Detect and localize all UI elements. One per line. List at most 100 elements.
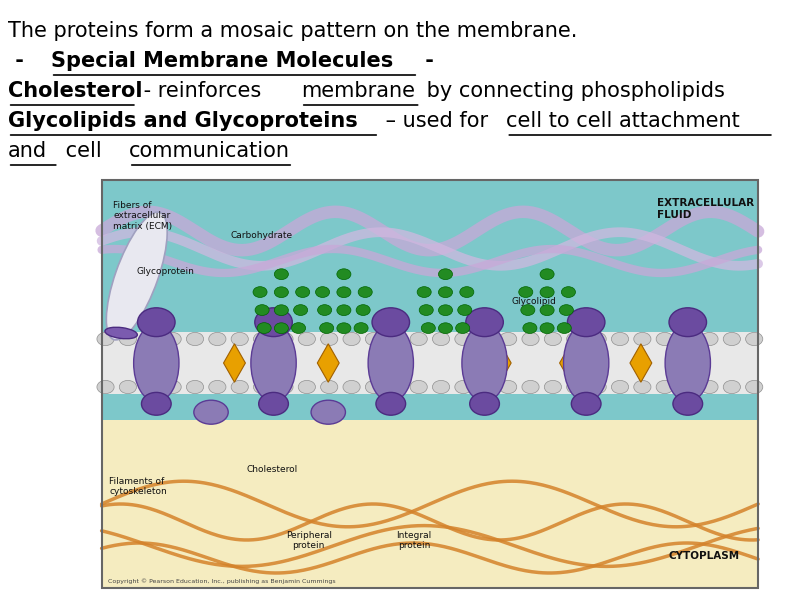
Circle shape bbox=[315, 287, 330, 298]
Circle shape bbox=[466, 308, 503, 337]
Circle shape bbox=[540, 269, 554, 280]
Circle shape bbox=[274, 305, 288, 316]
Circle shape bbox=[321, 332, 338, 346]
Circle shape bbox=[567, 308, 605, 337]
Circle shape bbox=[274, 287, 288, 298]
Circle shape bbox=[746, 332, 763, 346]
Circle shape bbox=[296, 287, 310, 298]
Text: Cholesterol: Cholesterol bbox=[246, 465, 298, 474]
Circle shape bbox=[366, 332, 382, 346]
Text: Fibers of
extracellular
matrix (ECM): Fibers of extracellular matrix (ECM) bbox=[114, 201, 173, 231]
Ellipse shape bbox=[106, 212, 167, 340]
Circle shape bbox=[518, 287, 533, 298]
Circle shape bbox=[470, 392, 499, 415]
Circle shape bbox=[499, 380, 517, 394]
Ellipse shape bbox=[194, 400, 228, 424]
Circle shape bbox=[678, 332, 696, 346]
Circle shape bbox=[455, 332, 472, 346]
Circle shape bbox=[298, 380, 315, 394]
Bar bbox=[102, 180, 758, 420]
Ellipse shape bbox=[311, 400, 346, 424]
Circle shape bbox=[559, 305, 574, 316]
Ellipse shape bbox=[251, 324, 296, 402]
Circle shape bbox=[540, 323, 554, 334]
Circle shape bbox=[701, 380, 718, 394]
Circle shape bbox=[209, 380, 226, 394]
Circle shape bbox=[410, 380, 427, 394]
Text: cell: cell bbox=[58, 141, 108, 161]
Polygon shape bbox=[270, 344, 292, 382]
Circle shape bbox=[673, 392, 702, 415]
Circle shape bbox=[366, 380, 382, 394]
Circle shape bbox=[164, 380, 182, 394]
Polygon shape bbox=[490, 344, 511, 382]
Circle shape bbox=[258, 392, 288, 415]
Circle shape bbox=[97, 332, 114, 346]
Circle shape bbox=[566, 332, 584, 346]
Circle shape bbox=[298, 332, 315, 346]
Circle shape bbox=[97, 380, 114, 394]
Circle shape bbox=[294, 305, 308, 316]
Circle shape bbox=[669, 308, 706, 337]
Text: Glycolipid: Glycolipid bbox=[512, 297, 557, 306]
Ellipse shape bbox=[105, 327, 138, 339]
Circle shape bbox=[231, 332, 248, 346]
Circle shape bbox=[186, 332, 203, 346]
Circle shape bbox=[253, 287, 267, 298]
Circle shape bbox=[438, 323, 453, 334]
Circle shape bbox=[254, 380, 270, 394]
Circle shape bbox=[343, 380, 360, 394]
Circle shape bbox=[119, 380, 137, 394]
Text: -: - bbox=[8, 51, 31, 71]
Text: Integral
protein: Integral protein bbox=[397, 531, 432, 550]
Circle shape bbox=[321, 380, 338, 394]
Circle shape bbox=[611, 332, 629, 346]
Text: Cholesterol: Cholesterol bbox=[8, 81, 142, 101]
Circle shape bbox=[634, 380, 651, 394]
Circle shape bbox=[337, 305, 351, 316]
Polygon shape bbox=[318, 344, 339, 382]
Circle shape bbox=[571, 392, 601, 415]
Circle shape bbox=[477, 380, 494, 394]
Circle shape bbox=[358, 287, 372, 298]
Circle shape bbox=[723, 380, 741, 394]
Text: and: and bbox=[8, 141, 47, 161]
Circle shape bbox=[119, 332, 137, 346]
Circle shape bbox=[438, 287, 453, 298]
Circle shape bbox=[634, 332, 651, 346]
Circle shape bbox=[274, 323, 288, 334]
Circle shape bbox=[376, 392, 406, 415]
Circle shape bbox=[589, 332, 606, 346]
Circle shape bbox=[138, 308, 175, 337]
Text: cell to cell attachment: cell to cell attachment bbox=[506, 111, 740, 131]
Text: membrane: membrane bbox=[301, 81, 415, 101]
Text: - reinforces: - reinforces bbox=[137, 81, 268, 101]
Circle shape bbox=[477, 332, 494, 346]
Circle shape bbox=[186, 380, 203, 394]
Ellipse shape bbox=[368, 324, 414, 402]
Circle shape bbox=[254, 308, 292, 337]
Circle shape bbox=[522, 380, 539, 394]
Text: Glycolipids and Glycoproteins: Glycolipids and Glycoproteins bbox=[8, 111, 358, 131]
Text: – used for: – used for bbox=[379, 111, 495, 131]
Ellipse shape bbox=[134, 324, 179, 402]
Circle shape bbox=[544, 380, 562, 394]
Circle shape bbox=[522, 332, 539, 346]
Bar bbox=[102, 332, 758, 394]
Circle shape bbox=[540, 305, 554, 316]
Text: CYTOPLASM: CYTOPLASM bbox=[668, 551, 739, 561]
Text: Glycoprotein: Glycoprotein bbox=[137, 267, 194, 276]
Circle shape bbox=[566, 380, 584, 394]
Circle shape bbox=[611, 380, 629, 394]
Text: Carbohydrate: Carbohydrate bbox=[230, 231, 293, 240]
Circle shape bbox=[209, 332, 226, 346]
Circle shape bbox=[460, 287, 474, 298]
Circle shape bbox=[544, 332, 562, 346]
Circle shape bbox=[438, 305, 453, 316]
Circle shape bbox=[433, 380, 450, 394]
Circle shape bbox=[562, 287, 575, 298]
Polygon shape bbox=[630, 344, 652, 382]
Text: The proteins form a mosaic pattern on the membrane.: The proteins form a mosaic pattern on th… bbox=[8, 21, 577, 41]
Ellipse shape bbox=[563, 324, 609, 402]
Circle shape bbox=[589, 380, 606, 394]
